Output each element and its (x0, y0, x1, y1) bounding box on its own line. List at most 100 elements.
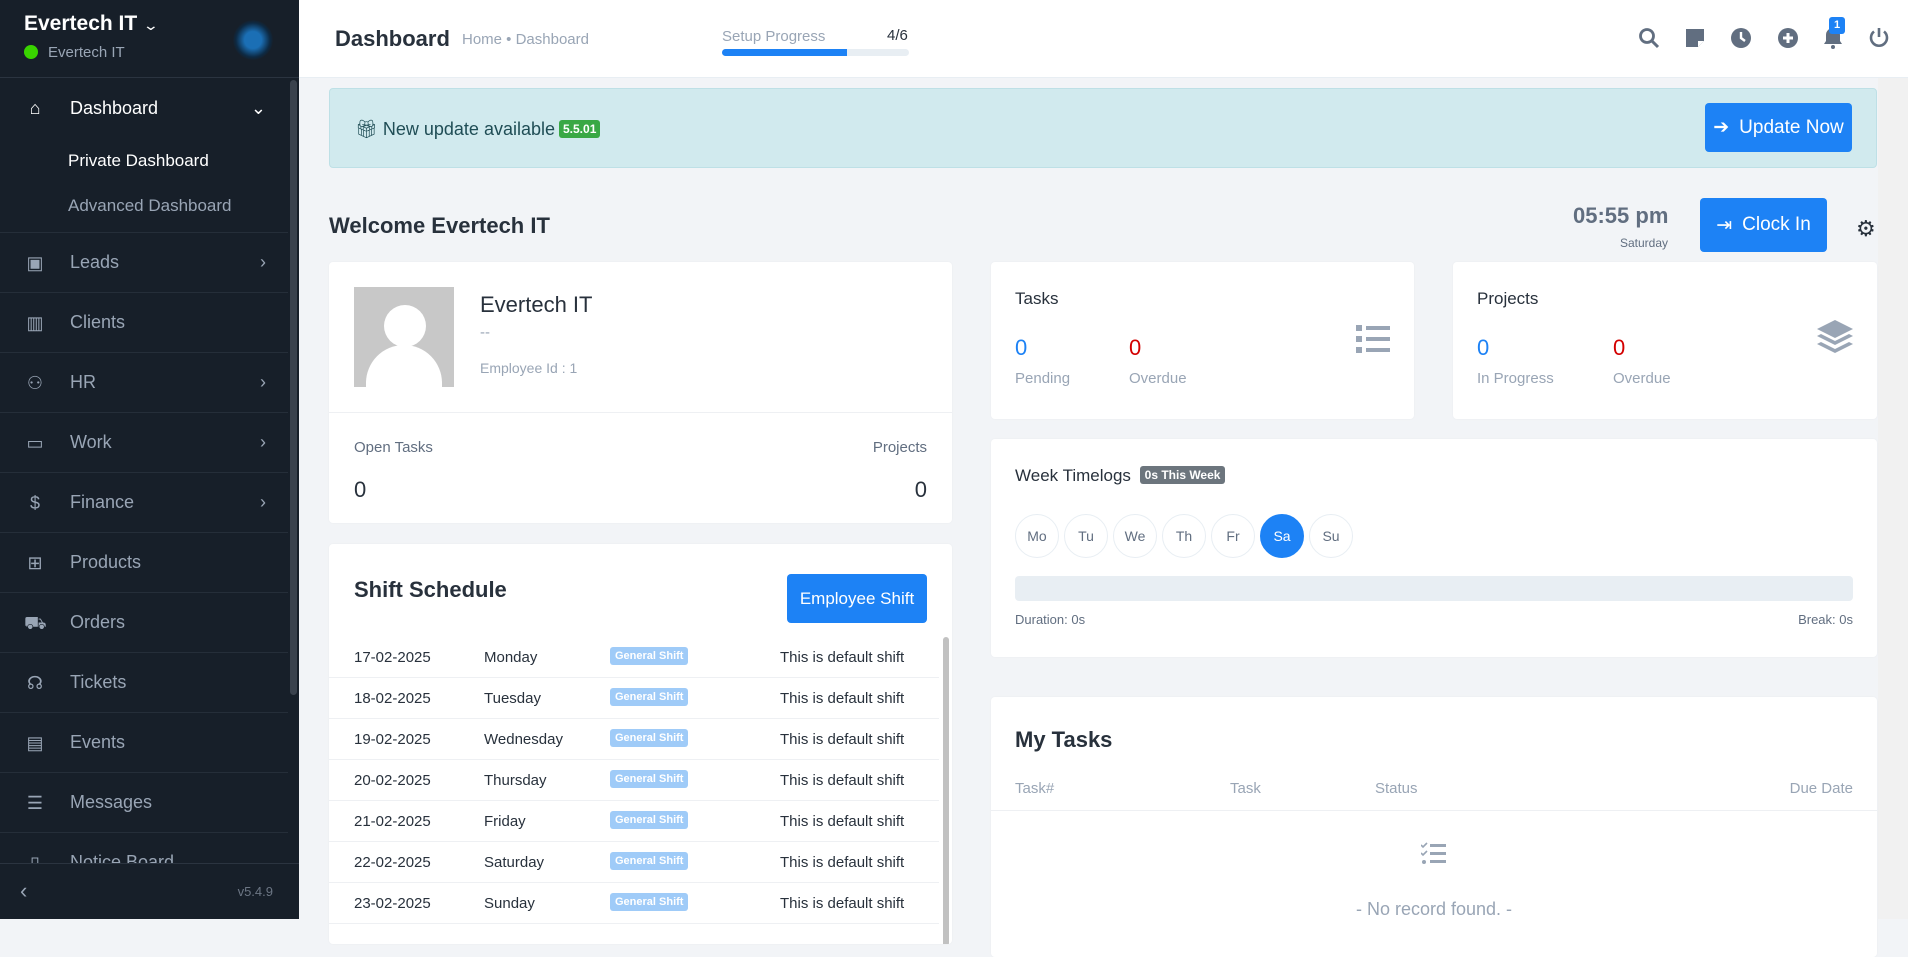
clock-in-button[interactable]: ⇥ Clock In (1700, 198, 1827, 252)
sidebar-item-advanced-dashboard[interactable]: Advanced Dashboard (68, 196, 232, 215)
shift-note: This is default shift (780, 690, 905, 707)
projects-title: Projects (1477, 289, 1539, 308)
shift-table-scrollbar[interactable] (943, 637, 949, 944)
shift-day: Saturday (484, 854, 545, 871)
sidebar-item-label: Work (70, 432, 112, 452)
in-progress-count[interactable]: 0 (1477, 335, 1490, 360)
shift-badge: General Shift (610, 729, 689, 747)
update-message: 🎁︎ New update available 5.5.01 (355, 119, 601, 140)
chevron-right-icon: › (260, 372, 266, 392)
sidebar-nav: ⌂ Dashboard ⌄ Private Dashboard Advanced D… (0, 78, 288, 863)
page-title: Dashboard (335, 26, 450, 51)
setup-progress-bar[interactable] (722, 49, 909, 56)
sidebar-item-events[interactable]: ▤ Events (0, 713, 288, 773)
shift-note: This is default shift (780, 895, 905, 912)
shift-schedule-title: Shift Schedule (354, 577, 507, 602)
employee-shift-button[interactable]: Employee Shift (787, 574, 927, 623)
version-badge: 5.5.01 (559, 120, 601, 138)
sidebar-item-private-dashboard[interactable]: Private Dashboard (68, 151, 209, 170)
shift-note: This is default shift (780, 731, 905, 748)
shift-date: 21-02-2025 (354, 813, 431, 830)
sidebar-item-products[interactable]: ⊞ Products (0, 533, 288, 593)
sidebar-item-hr[interactable]: ⚇ HR › (0, 353, 288, 413)
button-label: Update Now (1739, 116, 1844, 138)
day-fr[interactable]: Fr (1211, 514, 1255, 558)
page-scrollbar[interactable] (1878, 78, 1908, 919)
shift-row: 18-02-2025 Tuesday General Shift This is de… (329, 678, 939, 719)
shift-row: 17-02-2025 Monday General Shift This is def… (329, 637, 939, 678)
company-logo (233, 20, 273, 60)
sticky-note-icon[interactable] (1683, 26, 1707, 50)
add-icon[interactable] (1776, 26, 1800, 50)
shift-date: 20-02-2025 (354, 772, 431, 789)
app-version: v5.4.9 (237, 884, 273, 899)
project-overdue-count[interactable]: 0 (1613, 335, 1626, 360)
shift-badge: General Shift (610, 852, 689, 870)
sidebar-item-leads[interactable]: ▣ Leads › (0, 233, 288, 293)
people-icon: ⚇ (26, 372, 44, 393)
shift-badge: General Shift (610, 893, 689, 911)
pending-count[interactable]: 0 (1015, 335, 1028, 360)
dashboard-submenu: Private Dashboard Advanced Dashboard (0, 138, 288, 233)
projects-card: Projects 0 In Progress 0 Overdue (1453, 262, 1877, 419)
shift-day: Tuesday (484, 690, 541, 707)
overdue-count[interactable]: 0 (1129, 335, 1142, 360)
chevron-down-icon: ⌄ (142, 17, 160, 33)
column-header-status: Status (1375, 780, 1418, 797)
day-mo[interactable]: Mo (1015, 514, 1059, 558)
sidebar-item-tickets[interactable]: ☊ Tickets (0, 653, 288, 713)
column-header-due-date: Due Date (1789, 780, 1853, 797)
id-card-icon: ▣ (26, 252, 44, 273)
shift-day: Wednesday (484, 731, 563, 748)
company-switcher[interactable]: Evertech IT ⌄ (24, 12, 160, 36)
day-th[interactable]: Th (1162, 514, 1206, 558)
timelog-bar (1015, 576, 1853, 601)
sidebar-header: Evertech IT ⌄ Evertech IT (0, 0, 299, 78)
shift-row: 21-02-2025 Friday General Shift This is def… (329, 801, 939, 842)
projects-count[interactable]: 0 (914, 477, 927, 502)
status-name: Evertech IT (48, 44, 125, 61)
list-icon (1356, 325, 1390, 353)
day-su[interactable]: Su (1309, 514, 1353, 558)
sidebar-item-label: Tickets (70, 672, 127, 692)
update-now-button[interactable]: ➔ Update Now (1705, 103, 1852, 152)
current-time: 05:55 pm (1573, 203, 1669, 228)
shift-day: Thursday (484, 772, 547, 789)
day-tu[interactable]: Tu (1064, 514, 1108, 558)
profile-card: Evertech IT -- Employee Id : 1 Open Task… (329, 262, 952, 523)
setup-progress-value: 4/6 (887, 27, 908, 44)
shift-schedule-card: Shift Schedule Employee Shift 17-02-2025… (329, 544, 952, 944)
sidebar-item-work[interactable]: ▭ Work › (0, 413, 288, 473)
sidebar-scrollbar[interactable] (290, 80, 297, 695)
column-header-task: Task (1230, 780, 1261, 797)
clock-icon[interactable] (1729, 26, 1753, 50)
sidebar-item-notice-board[interactable]: ▯ Notice Board (0, 833, 288, 863)
sidebar-item-finance[interactable]: $ Finance › (0, 473, 288, 533)
sidebar-item-dashboard[interactable]: ⌂ Dashboard ⌄ (0, 78, 288, 138)
day-we[interactable]: We (1113, 514, 1157, 558)
search-icon[interactable] (1637, 26, 1661, 50)
setup-progress-label: Setup Progress (722, 28, 826, 45)
day-sa[interactable]: Sa (1260, 514, 1304, 558)
sidebar-item-clients[interactable]: ▥ Clients (0, 293, 288, 353)
sidebar-item-messages[interactable]: ☰ Messages (0, 773, 288, 833)
power-icon[interactable] (1867, 26, 1891, 50)
online-dot-icon (24, 45, 38, 59)
shift-row: 23-02-2025 Sunday General Shift This is def… (329, 883, 939, 924)
chevron-down-icon: ⌄ (250, 97, 266, 118)
shift-note: This is default shift (780, 772, 905, 789)
sidebar-item-label: Messages (70, 792, 153, 812)
collapse-sidebar-icon[interactable]: ‹ (20, 878, 28, 903)
overdue-label: Overdue (1129, 370, 1187, 387)
shift-day: Friday (484, 813, 526, 830)
my-tasks-card: My Tasks Task# Task Status Due Date - No… (991, 697, 1877, 957)
shift-badge: General Shift (610, 688, 689, 706)
clipboard-icon: ▯ (30, 852, 40, 864)
gear-icon[interactable]: ⚙ (1856, 216, 1876, 241)
open-tasks-count[interactable]: 0 (354, 477, 367, 502)
sidebar-item-orders[interactable]: ⛟ Orders (0, 593, 288, 653)
briefcase-icon: ▭ (26, 432, 44, 453)
welcome-heading: Welcome Evertech IT (329, 213, 550, 238)
shift-row: 20-02-2025 Thursday General Shift This is d… (329, 760, 939, 801)
sidebar-footer: ‹ v5.4.9 (0, 863, 299, 919)
